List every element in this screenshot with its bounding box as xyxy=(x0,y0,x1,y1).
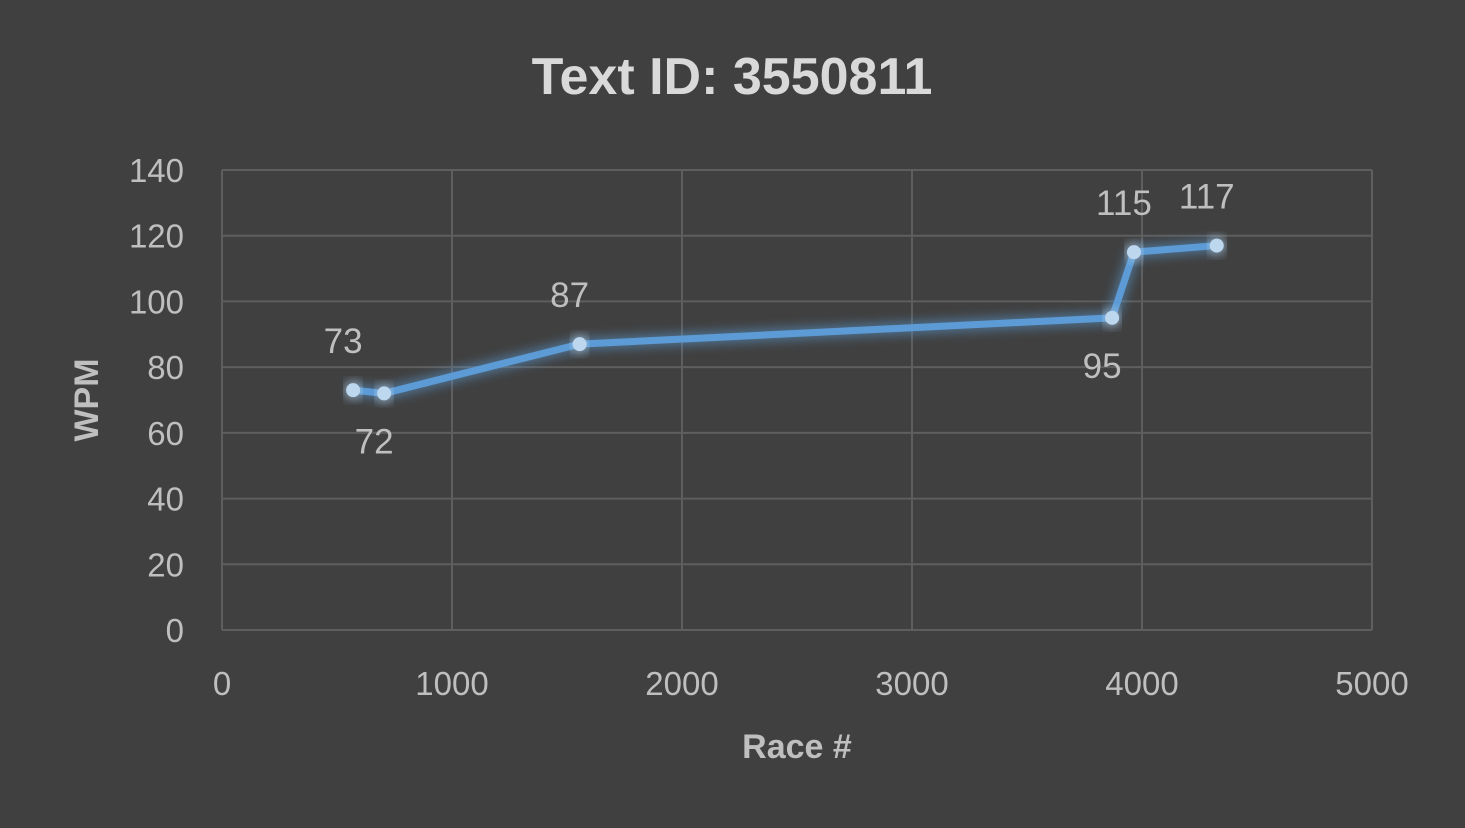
x-axis-title: Race # xyxy=(742,728,852,766)
y-tick-label: 0 xyxy=(166,612,184,649)
x-tick-label: 2000 xyxy=(645,665,718,702)
x-tick-label: 1000 xyxy=(415,665,488,702)
gridlines xyxy=(221,169,1373,631)
y-tick-label: 100 xyxy=(129,283,184,320)
data-label: 115 xyxy=(1096,184,1152,223)
y-tick-label: 140 xyxy=(129,152,184,189)
x-tick-label: 3000 xyxy=(875,665,948,702)
chart-title: Text ID: 3550811 xyxy=(532,48,933,106)
data-point xyxy=(377,386,392,401)
y-tick-label: 40 xyxy=(147,481,184,518)
y-axis-ticks: 0 20 40 60 80 100 120 140 xyxy=(129,152,184,649)
data-label: 87 xyxy=(550,276,589,315)
y-tick-label: 80 xyxy=(147,349,184,386)
data-point xyxy=(572,337,587,352)
x-tick-label: 0 xyxy=(213,665,231,702)
data-label: 73 xyxy=(324,322,363,361)
series-group: 73 72 87 95 115 117 xyxy=(324,178,1235,462)
y-tick-label: 20 xyxy=(147,546,184,583)
data-point xyxy=(1105,310,1120,325)
y-tick-label: 120 xyxy=(129,218,184,255)
y-axis-title: WPM xyxy=(68,358,106,441)
data-label: 117 xyxy=(1179,178,1235,217)
x-axis-ticks: 0 1000 2000 3000 4000 5000 xyxy=(213,665,1409,702)
data-point xyxy=(1209,238,1224,253)
data-point xyxy=(1126,245,1141,260)
y-tick-label: 60 xyxy=(147,415,184,452)
data-point xyxy=(346,383,361,398)
data-label: 95 xyxy=(1083,347,1122,386)
x-tick-label: 4000 xyxy=(1105,665,1178,702)
x-tick-label: 5000 xyxy=(1335,665,1408,702)
data-label: 72 xyxy=(355,422,394,461)
